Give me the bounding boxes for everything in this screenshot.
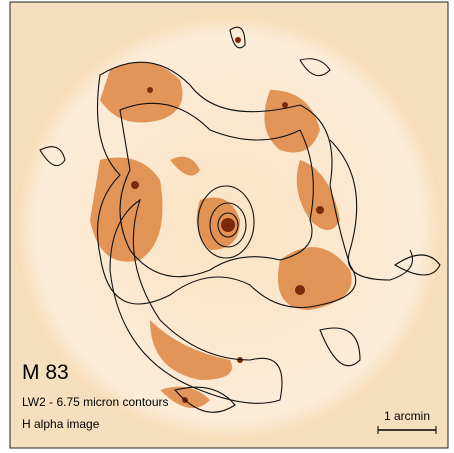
scale-bar-label: 1 arcmin: [384, 409, 430, 423]
object-title: M 83: [22, 361, 69, 384]
caption: LW2 - 6.75 micron contours: [22, 395, 169, 409]
caption: H alpha image: [22, 417, 100, 431]
infrared-contours: [39, 26, 441, 413]
